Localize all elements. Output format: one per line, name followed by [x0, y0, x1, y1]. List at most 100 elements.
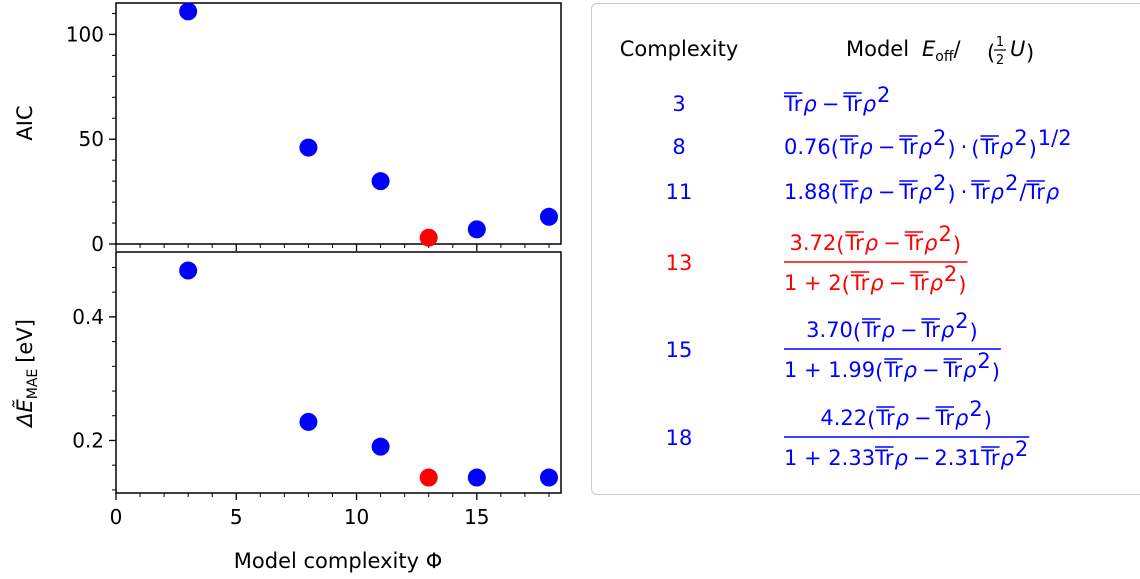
mae-xtick-label: 0 [110, 505, 123, 529]
paren: ( [831, 137, 839, 161]
coefficient: 4.22 [820, 406, 867, 430]
aic-point [420, 229, 438, 247]
model-legend-table: Complexity Model Eoff/ ( 1 2 U ) 3 Tr ρ − Tr… [592, 4, 1140, 494]
complexity-value: 3 [672, 92, 685, 116]
rho-symbol: ρ [859, 135, 873, 159]
trace-symbol: Tr [783, 92, 803, 116]
operator: · [961, 180, 968, 204]
coefficient: 3.72 [789, 231, 836, 255]
paren: ) [947, 182, 955, 206]
mae-xtick-label: 10 [344, 505, 369, 529]
legend-row-13: 133.72(Tr ρ − Tr ρ 2)1 + 2(Tr ρ − Tr ρ 2) [666, 222, 968, 297]
operator: − [878, 180, 896, 204]
trace-symbol: Tr [874, 446, 894, 470]
square-exponent: 2 [969, 397, 982, 421]
paren: ( [853, 320, 861, 344]
coefficient: 1 + 2 [784, 271, 842, 295]
operator: − [914, 406, 932, 430]
legend-row-11: 11 1.88(Tr ρ − Tr ρ 2) · Tr ρ 2/Tr ρ [666, 171, 1060, 206]
rho-symbol: ρ [1001, 446, 1015, 470]
rho-symbol: ρ [859, 180, 873, 204]
half-exponent: 1/2 [1038, 126, 1072, 150]
x-axis-label-text: Model complexity [234, 549, 419, 573]
trace-symbol: Tr [839, 180, 859, 204]
paren: ) [970, 320, 978, 344]
square-exponent: 2 [977, 349, 990, 373]
coefficient: 0.76 [784, 135, 831, 159]
rho-symbol: ρ [803, 92, 817, 116]
trace-symbol: Tr [844, 231, 864, 255]
fraction-denominator: 1 + 2(Tr ρ − Tr ρ 2) [784, 262, 967, 297]
fraction-denominator: 1 + 1.99(Tr ρ − Tr ρ 2) [784, 349, 1000, 384]
operator: − [822, 92, 840, 116]
square-exponent: 2 [1014, 126, 1027, 150]
trace-symbol: Tr [839, 135, 859, 159]
model-legend-box: Complexity Model Eoff/ ( 1 2 U ) 3 Tr ρ − Tr… [591, 3, 1140, 495]
paren: ) [958, 273, 966, 297]
square-exponent: 2 [955, 309, 968, 333]
square-exponent: 2 [944, 262, 957, 286]
header-paren-open: ( [987, 41, 995, 65]
mae-ytick-label: 0.4 [72, 305, 104, 329]
trace-symbol: Tr [943, 358, 963, 382]
mae-point [468, 469, 486, 487]
mae-point [179, 262, 197, 280]
mae-ylabel: ΔẼMAE [eV] [11, 319, 41, 429]
header-complexity: Complexity [620, 37, 739, 61]
rho-symbol: ρ [924, 231, 938, 255]
trace-symbol: Tr [920, 318, 940, 342]
trace-symbol: Tr [850, 271, 870, 295]
fraction-denominator: 1 + 2.33 Tr ρ −2.31 Tr ρ 2 [784, 437, 1028, 470]
trace-symbol: Tr [970, 180, 990, 204]
aic-point [468, 220, 486, 238]
mae-point [420, 469, 438, 487]
coefficient: 1 + 2.33 [784, 446, 875, 470]
aic-ytick-label: 50 [79, 127, 104, 151]
aic-point [299, 139, 317, 157]
header-half-den: 2 [996, 53, 1004, 68]
trace-symbol: Tr [1025, 180, 1045, 204]
paren: ( [875, 360, 883, 384]
operator: − [883, 231, 901, 255]
rho-symbol: ρ [919, 180, 933, 204]
aic-ytick-label: 0 [91, 232, 104, 256]
trace-symbol: Tr [909, 271, 929, 295]
operator: − [922, 358, 940, 382]
fraction-numerator: 4.22(Tr ρ − Tr ρ 2) [820, 397, 992, 432]
rho-symbol: ρ [904, 358, 918, 382]
rho-symbol: ρ [941, 318, 955, 342]
paren: ) [947, 137, 955, 161]
operator: − [900, 318, 918, 342]
header-slash: / [954, 37, 962, 61]
aic-ytick-label: 100 [66, 22, 104, 46]
trace-symbol: Tr [898, 180, 918, 204]
fraction-numerator: 3.72(Tr ρ − Tr ρ 2) [789, 222, 961, 257]
paren: ) [992, 360, 1000, 384]
x-axis-label: Model complexity Φ [234, 549, 442, 573]
coefficient: 1 + 1.99 [784, 358, 875, 382]
plots-figure: 0 50 100 AIC 0.2 0.4 0 5 10 15 ΔẼMAE [eV] Model … [0, 0, 590, 579]
rho-symbol: ρ [955, 406, 969, 430]
mae-ylabel-sub: MAE [25, 369, 41, 400]
paren: ( [971, 137, 979, 161]
square-exponent: 2 [933, 171, 946, 195]
rho-symbol: ρ [882, 318, 896, 342]
paren: ( [836, 233, 844, 257]
header-paren-close: ) [1026, 41, 1034, 65]
rho-symbol: ρ [865, 231, 879, 255]
mae-point [372, 438, 390, 456]
coefficient: 3.70 [806, 318, 853, 342]
header-off: off [935, 49, 954, 65]
square-exponent: 2 [1005, 171, 1018, 195]
trace-symbol: Tr [875, 406, 895, 430]
square-exponent: 2 [1015, 437, 1028, 461]
mae-ylabel-symbol: ΔẼ [11, 399, 37, 429]
complexity-value: 15 [666, 338, 693, 362]
paren: ) [984, 408, 992, 432]
header-model-label: Model [846, 37, 909, 61]
header-formula: Eoff/ [922, 37, 962, 65]
trace-symbol: Tr [979, 135, 999, 159]
complexity-value: 13 [666, 251, 693, 275]
aic-ylabel: AIC [13, 105, 37, 140]
rho-symbol: ρ [1046, 180, 1060, 204]
